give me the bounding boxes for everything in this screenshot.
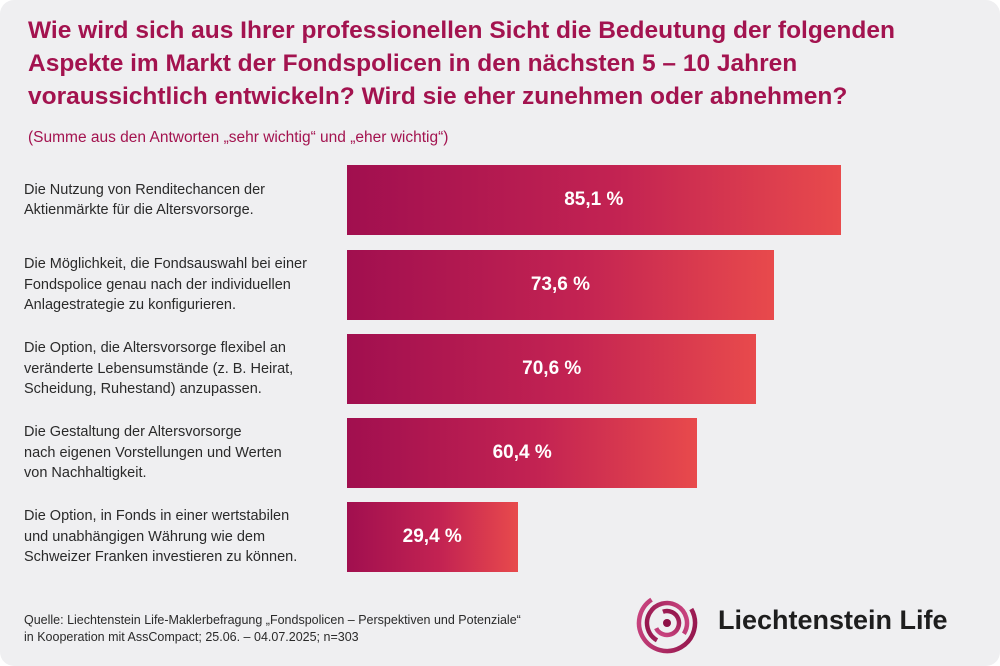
bar	[347, 250, 774, 320]
category-label-line: Scheidung, Ruhestand) anzupassen.	[24, 381, 262, 398]
category-label: Die Option, die Altersvorsorge flexibel …	[24, 338, 344, 400]
category-label-line: und unabhängigen Währung wie dem	[24, 528, 266, 545]
category-label-line: Die Option, die Altersvorsorge flexibel …	[24, 340, 286, 357]
category-label: Die Gestaltung der Altersvorsorge nach ei…	[24, 422, 344, 484]
category-label-line: Schweizer Franken investieren zu können.	[24, 549, 298, 566]
bar-value-label: 85,1 %	[564, 189, 624, 210]
bar-value-label: 60,4 %	[492, 442, 552, 463]
category-label: Die Nutzung von Renditechancen der Aktien…	[24, 180, 344, 221]
liechtenstein-life-logo-icon	[636, 592, 698, 654]
category-label-line: Die Gestaltung der Altersvorsorge	[24, 424, 242, 441]
bar	[347, 502, 518, 572]
bar	[347, 334, 757, 404]
category-label-line: Die Möglichkeit, die Fondsauswahl bei ei…	[24, 256, 307, 273]
bar	[347, 418, 698, 488]
category-label-line: Aktienmärkte für die Altersvorsorge.	[24, 202, 254, 218]
category-label: Die Option, in Fonds in einer wertstabil…	[24, 506, 344, 568]
bar-value-label: 70,6 %	[522, 358, 582, 379]
source-line-2: in Kooperation mit AssCompact; 25.06. – …	[24, 629, 359, 644]
category-label-line: Die Nutzung von Renditechancen der	[24, 181, 266, 198]
source-line-1: Quelle: Liechtenstein Life-Maklerbefragu…	[24, 613, 521, 627]
bar-value-label: 73,6 %	[530, 274, 591, 295]
category-label-line: von Nachhaltigkeit.	[24, 465, 147, 482]
category-label-line: veränderte Lebensumstände (z. B. Heirat,	[24, 360, 294, 377]
category-label-line: nach eigenen Vorstellungen und Werten	[24, 444, 282, 461]
source-note: Quelle: Liechtenstein Life-Maklerbefragu…	[24, 612, 584, 645]
category-label-line: Fondspolice genau nach der individuellen	[24, 276, 291, 293]
category-label: Die Möglichkeit, die Fondsauswahl bei ei…	[24, 254, 344, 316]
chart-subtitle: (Summe aus den Antworten „sehr wichtig“ …	[28, 129, 449, 146]
category-label-line: Anlagestrategie zu konfigurieren.	[24, 297, 236, 314]
chart-title: Wie wird sich aus Ihrer professionellen …	[28, 17, 895, 110]
bar	[347, 165, 841, 235]
logo-text: Liechtenstein Life	[718, 605, 948, 635]
bar-value-label: 29,4 %	[402, 526, 462, 547]
brand-logo: Liechtenstein Life	[636, 592, 976, 654]
category-label-line: Die Option, in Fonds in einer wertstabil…	[24, 508, 290, 525]
